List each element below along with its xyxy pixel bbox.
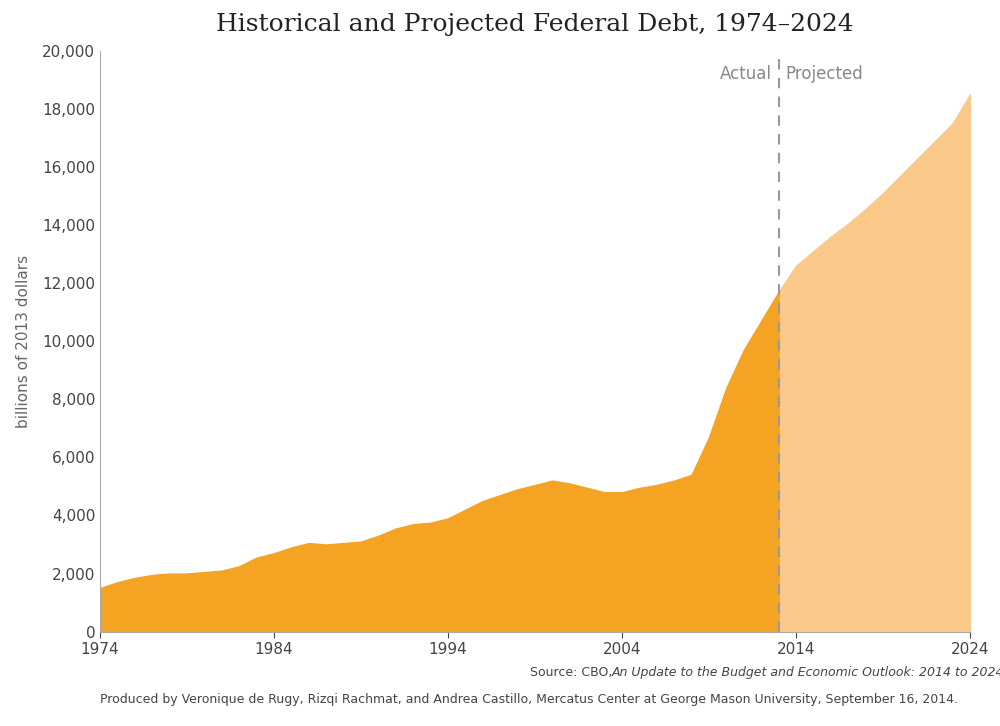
- Text: Produced by Veronique de Rugy, Rizqi Rachmat, and Andrea Castillo, Mercatus Cent: Produced by Veronique de Rugy, Rizqi Rac…: [100, 693, 958, 706]
- Text: Actual: Actual: [720, 65, 772, 83]
- Y-axis label: billions of 2013 dollars: billions of 2013 dollars: [16, 255, 31, 428]
- Text: Source: CBO,: Source: CBO,: [530, 666, 616, 679]
- Text: Projected: Projected: [786, 65, 863, 83]
- Text: An Update to the Budget and Economic Outlook: 2014 to 2024.: An Update to the Budget and Economic Out…: [612, 666, 1000, 679]
- Title: Historical and Projected Federal Debt, 1974–2024: Historical and Projected Federal Debt, 1…: [216, 13, 854, 36]
